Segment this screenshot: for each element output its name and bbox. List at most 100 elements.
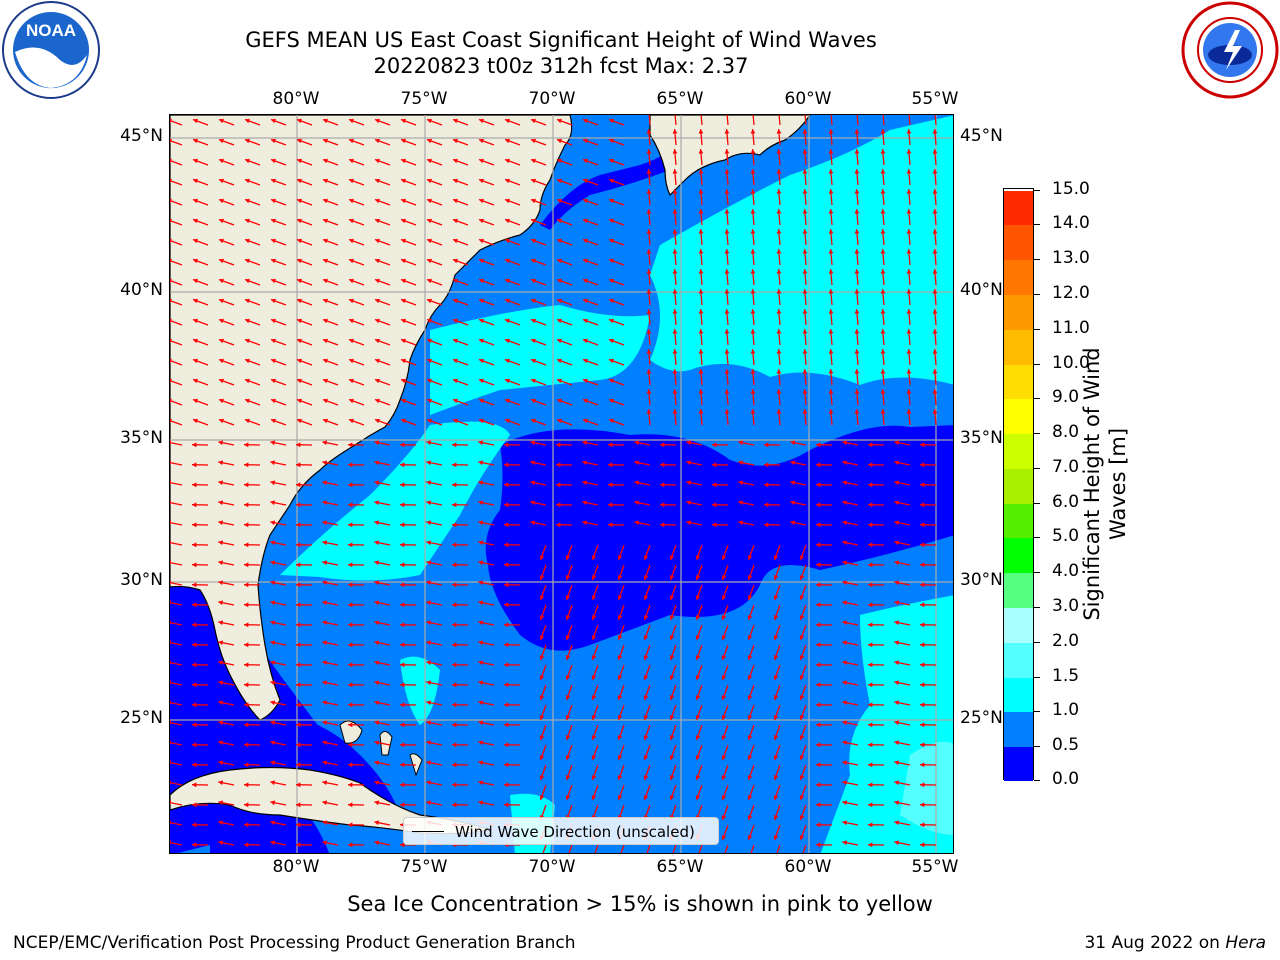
wave-arrow-head [828, 309, 834, 314]
wave-arrow-head [452, 642, 457, 648]
wave-arrow-head [453, 198, 458, 204]
wave-arrow-head [479, 198, 484, 204]
wave-arrow-head [504, 502, 509, 508]
wave-arrow-head [426, 660, 432, 666]
wave-arrow-head [348, 642, 353, 648]
wave-arrow-head [427, 118, 432, 124]
wave-arrow-head [244, 822, 249, 828]
wave-arrow-head [747, 795, 753, 800]
wave-arrow-head [750, 409, 756, 414]
wave-arrow-head [531, 338, 536, 344]
wave-arrow [170, 119, 183, 126]
wave-arrow [594, 844, 599, 853]
wave-arrow-head [193, 178, 198, 184]
wave-arrow-head [170, 198, 172, 204]
wave-arrow-head [170, 298, 172, 304]
wave-arrow-head [868, 642, 873, 648]
wave-arrow [170, 299, 183, 306]
date-text: 31 Aug 2022 on Hera [1084, 933, 1266, 953]
wave-arrow-head [505, 258, 510, 264]
wave-arrow-head [721, 775, 727, 780]
wave-arrow [802, 844, 807, 853]
wave-arrow-head [721, 595, 727, 600]
wave-arrow-head [504, 682, 509, 688]
wave-arrow-head [698, 409, 704, 414]
wave-arrow-head [660, 522, 665, 528]
colorbar-tick-label: 4.0 [1052, 561, 1080, 581]
wave-arrow-head [854, 229, 860, 234]
wave-arrow-head [750, 209, 756, 214]
wave-arrow-head [400, 722, 405, 728]
wave-arrow-head [374, 660, 380, 666]
wave-arrow-head [695, 655, 701, 660]
wave-arrow-head [296, 702, 301, 708]
wave-arrow-head [296, 762, 301, 768]
wave-arrow-head [790, 480, 796, 486]
wave-arrow-head [816, 662, 821, 668]
wave-arrow-head [802, 269, 808, 274]
colorbar-tick-mark [1034, 224, 1040, 225]
wave-arrow-head [505, 378, 510, 384]
wave-arrow-head [557, 118, 562, 124]
wave-arrow-head [270, 660, 276, 666]
lon-label-bottom: 55°W [911, 857, 959, 877]
wave-arrow-head [920, 462, 925, 468]
wave-arrow-head [244, 502, 249, 508]
wave-arrow-head [842, 620, 848, 626]
wave-arrow-head [609, 378, 614, 384]
wave-arrow-head [854, 189, 860, 194]
wave-arrow-head [218, 480, 224, 486]
wave-arrow [170, 139, 183, 146]
wave-arrow-head [565, 595, 571, 600]
wave-arrow-head [747, 755, 753, 760]
wave-arrow-head [565, 635, 571, 640]
wave-arrow-head [669, 715, 675, 720]
wave-arrow-head [828, 129, 834, 134]
wave-arrow-head [453, 418, 458, 424]
wave-arrow-head [245, 398, 250, 404]
wave-arrow-head [219, 278, 224, 284]
wave-arrow-head [583, 238, 588, 244]
wave-arrow-head [608, 442, 613, 448]
wave-arrow-head [646, 189, 652, 194]
wave-arrow-head [790, 520, 796, 526]
wave-arrow-head [698, 169, 704, 174]
wave-arrow-head [672, 389, 678, 394]
wave-arrow-head [531, 138, 536, 144]
wave-arrow-head [296, 602, 301, 608]
wave-arrow-head [799, 595, 805, 600]
colorbar-tick-label: 14.0 [1052, 213, 1090, 233]
wave-arrow-head [478, 700, 484, 706]
wave-arrow-head [427, 138, 432, 144]
wave-arrow-head [170, 520, 172, 526]
wave-arrow-head [764, 502, 769, 508]
wave-arrow-head [686, 500, 692, 506]
colorbar-tick-label: 8.0 [1052, 422, 1080, 442]
wave-arrow-head [530, 460, 536, 466]
wave-arrow-head [530, 520, 536, 526]
wave-arrow-head [374, 480, 380, 486]
wave-arrow-head [322, 640, 328, 646]
colorbar-tick-mark [1034, 433, 1040, 434]
wave-arrow [170, 521, 183, 526]
wave-arrow-head [504, 662, 509, 668]
wave-arrow-head [296, 802, 301, 808]
wave-arrow-head [349, 118, 354, 124]
wave-arrow [776, 844, 781, 853]
wave-arrow-head [478, 680, 484, 686]
wave-arrow-head [617, 675, 623, 680]
wave-arrow-head [920, 802, 925, 808]
wave-arrow-head [426, 540, 432, 546]
wave-arrow-head [868, 542, 873, 548]
wave-arrow-head [322, 660, 328, 666]
wave-arrow-head [842, 640, 848, 646]
colorbar-tick-label: 2.0 [1052, 631, 1080, 651]
wave-arrow-head [868, 802, 873, 808]
colorbar-label: Significant Height of Wind Waves [m] [1079, 347, 1131, 620]
wave-arrow-head [698, 189, 704, 194]
wave-arrow-head [219, 318, 224, 324]
wave-arrow-head [452, 502, 457, 508]
wave-arrow-head [842, 520, 848, 526]
wave-arrow-head [557, 198, 562, 204]
colorbar-segment [1004, 608, 1033, 643]
